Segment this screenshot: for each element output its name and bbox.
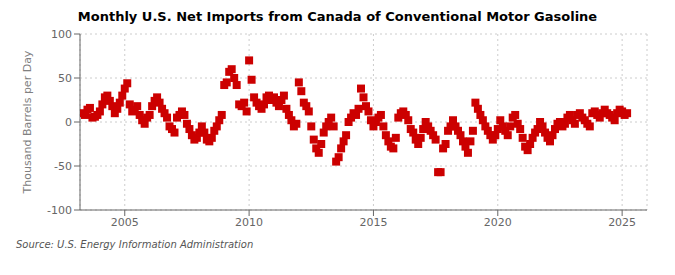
svg-text:100: 100	[51, 28, 72, 41]
svg-text:2025: 2025	[608, 216, 636, 229]
svg-text:0: 0	[65, 116, 72, 129]
html-text:Monthly U.S. Net Imports from: Monthly U.S. Net Imports from Canada of …	[77, 9, 598, 24]
svg-text:2020: 2020	[484, 216, 512, 229]
svg-text:2010: 2010	[235, 216, 263, 229]
svg-text:Thousand Barrels per Day: Thousand Barrels per Day	[21, 50, 34, 194]
svg-text:50: 50	[58, 72, 72, 85]
svg-text:-100: -100	[47, 204, 72, 217]
svg-text:2015: 2015	[359, 216, 387, 229]
html-text:Source: U.S. Energy Informatio: Source: U.S. Energy Information Administ…	[16, 239, 254, 250]
svg-text:-50: -50	[54, 160, 72, 173]
svg-text:2005: 2005	[111, 216, 139, 229]
